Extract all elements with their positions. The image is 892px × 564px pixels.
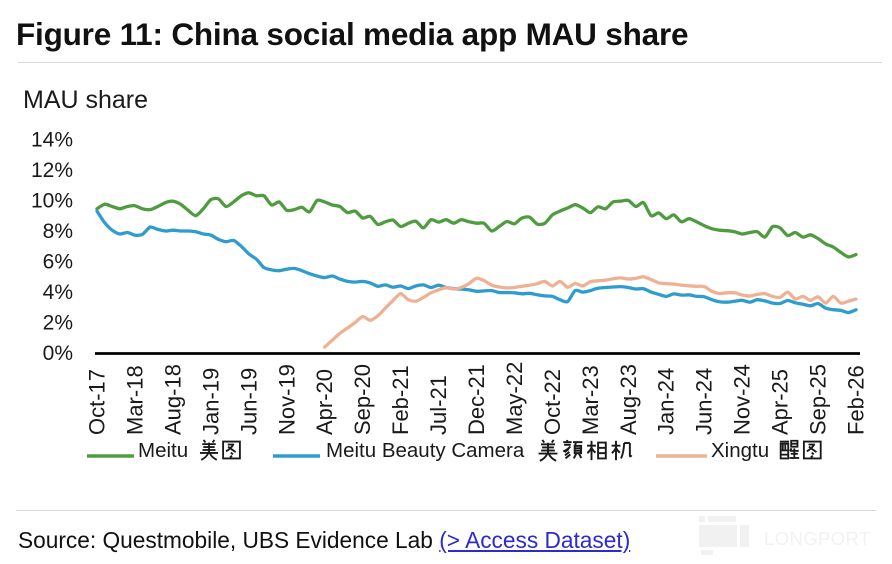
svg-text:Nov-19: Nov-19 [274,364,299,435]
svg-text:LONGPORT: LONGPORT [764,528,871,549]
svg-text:2%: 2% [43,312,73,335]
svg-text:Oct-22: Oct-22 [540,369,565,435]
svg-text:Jun-19: Jun-19 [236,368,261,435]
svg-text:Feb-26: Feb-26 [844,365,869,435]
svg-text:12%: 12% [31,159,73,182]
svg-text:Feb-21: Feb-21 [388,365,413,435]
svg-text:6%: 6% [43,251,73,274]
svg-text:14%: 14% [31,128,73,151]
svg-text:Mar-23: Mar-23 [578,365,603,435]
svg-text:Apr-20: Apr-20 [312,369,337,435]
svg-text:Jan-24: Jan-24 [654,368,679,435]
svg-text:0%: 0% [43,342,73,365]
svg-text:Xingtu: Xingtu [711,439,769,462]
svg-text:Jan-19: Jan-19 [198,368,223,435]
svg-text:4%: 4% [43,281,73,304]
svg-text:Aug-23: Aug-23 [616,364,641,435]
svg-text:Dec-21: Dec-21 [464,364,489,435]
svg-text:May-22: May-22 [502,362,527,435]
svg-text:Apr-25: Apr-25 [768,369,793,435]
svg-text:Meitu Beauty Camera: Meitu Beauty Camera [326,439,525,462]
svg-text:Aug-18: Aug-18 [160,364,185,435]
svg-text:Meitu: Meitu [138,439,188,462]
svg-text:10%: 10% [31,189,73,212]
svg-text:Jul-21: Jul-21 [426,375,451,435]
svg-text:Oct-17: Oct-17 [85,369,110,435]
svg-text:Nov-24: Nov-24 [730,364,755,435]
svg-text:Mar-18: Mar-18 [122,365,147,435]
svg-text:8%: 8% [43,220,73,243]
svg-text:Sep-20: Sep-20 [350,364,375,435]
svg-text:Jun-24: Jun-24 [692,368,717,435]
svg-text:Sep-25: Sep-25 [806,364,831,435]
